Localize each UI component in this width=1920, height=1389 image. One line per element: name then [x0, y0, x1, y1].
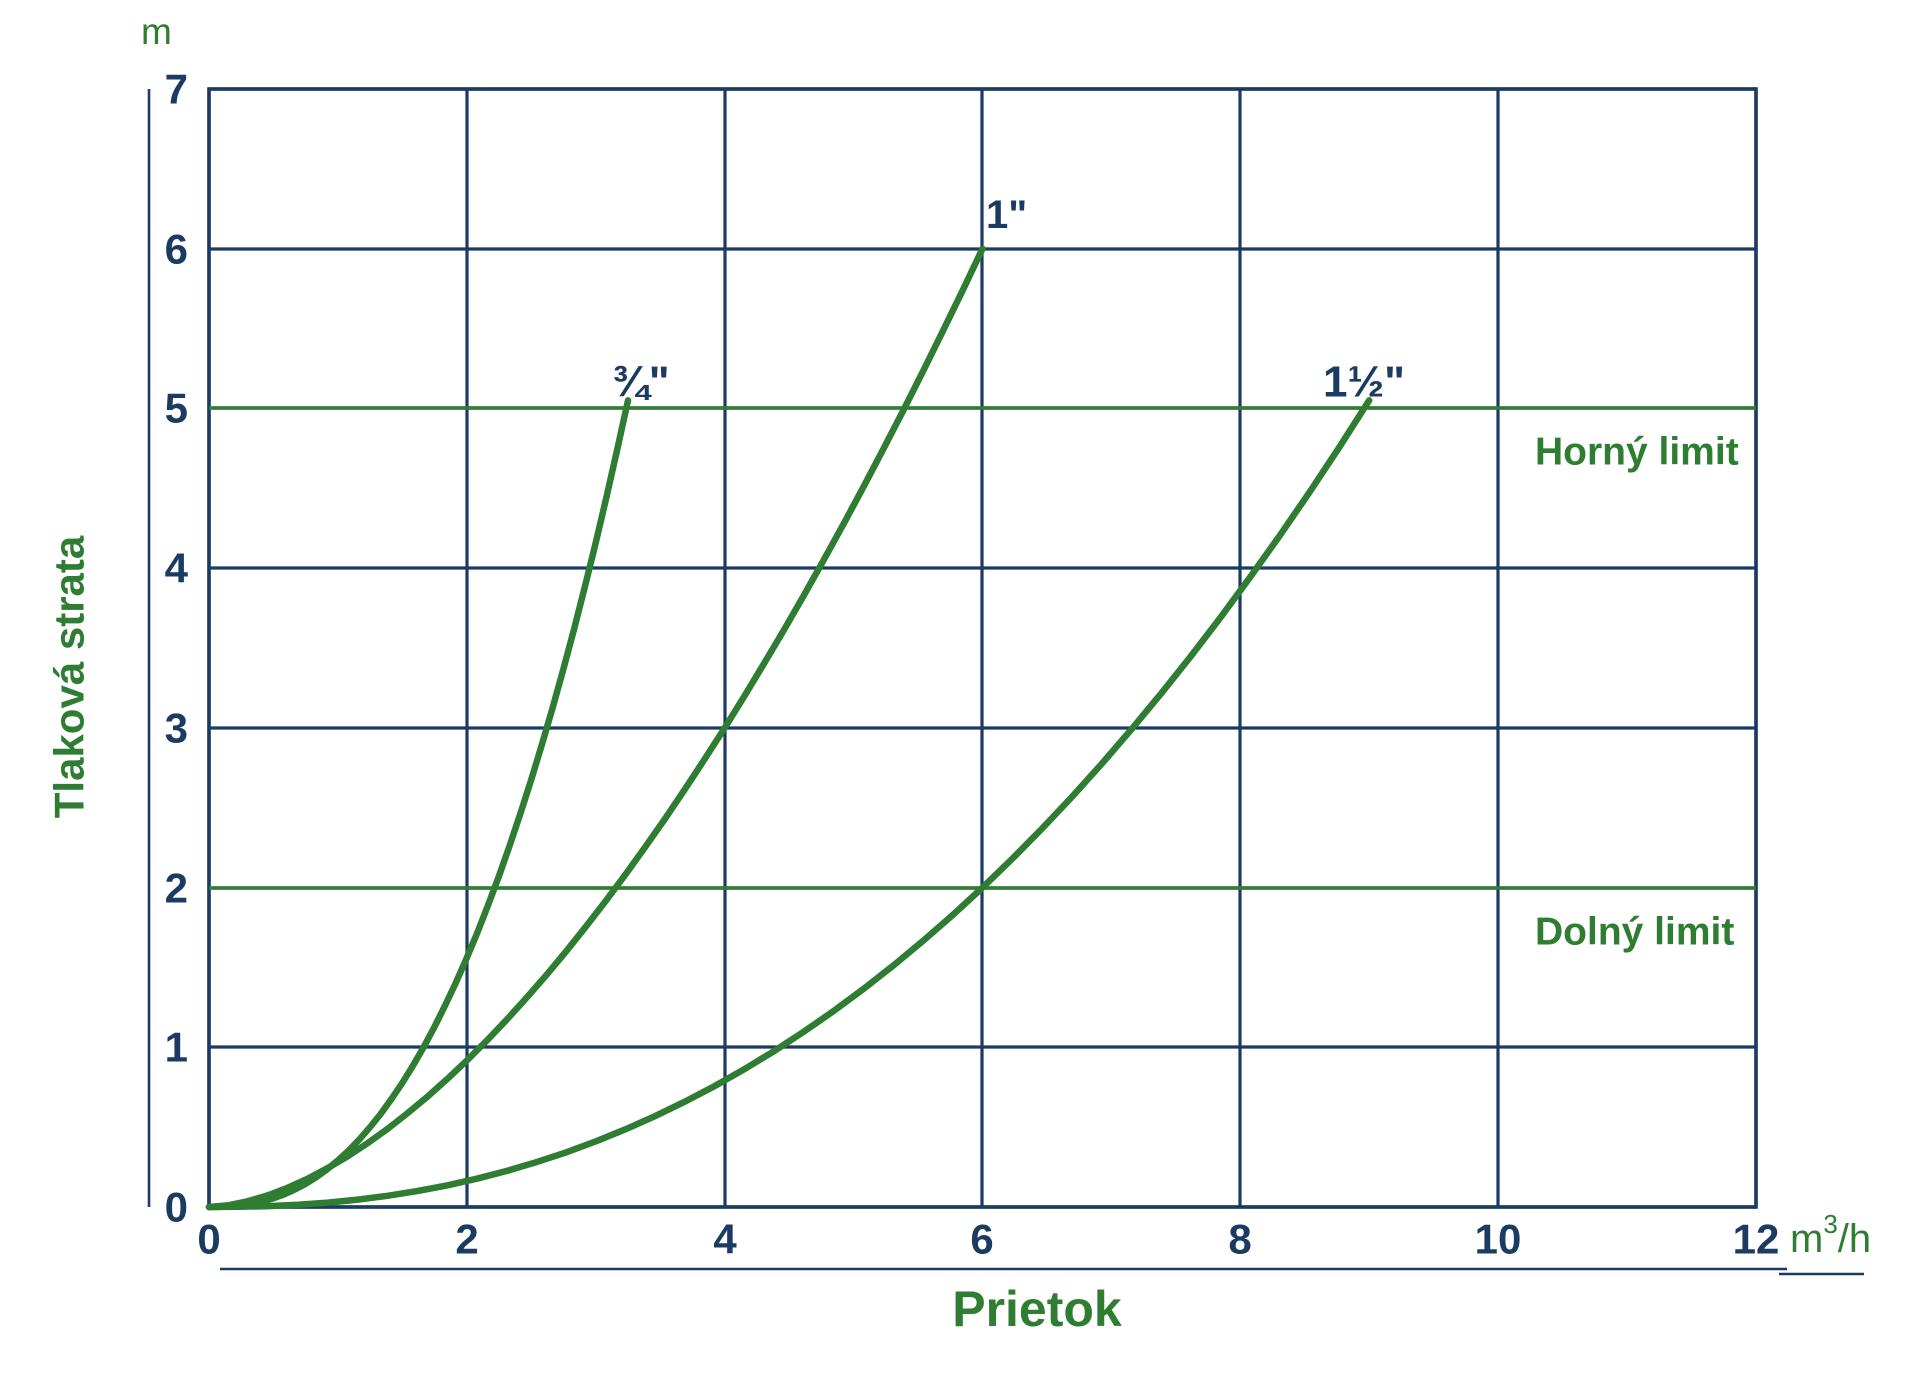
svg-text:1: 1	[165, 1024, 188, 1071]
svg-text:0: 0	[165, 1184, 188, 1231]
svg-text:8: 8	[1228, 1216, 1251, 1263]
svg-text:4: 4	[713, 1216, 737, 1263]
svg-text:Dolný limit: Dolný limit	[1535, 911, 1734, 954]
svg-text:12: 12	[1733, 1216, 1780, 1263]
svg-text:2: 2	[455, 1216, 478, 1263]
svg-text:2: 2	[165, 865, 188, 912]
svg-text:Prietok: Prietok	[952, 1281, 1122, 1337]
svg-text:4: 4	[165, 545, 189, 592]
svg-text:¾": ¾"	[612, 358, 670, 407]
svg-text:m: m	[141, 11, 172, 52]
svg-text:7: 7	[165, 66, 188, 113]
svg-text:1": 1"	[986, 193, 1027, 237]
svg-text:1½": 1½"	[1323, 358, 1405, 407]
svg-text:6: 6	[165, 226, 188, 273]
svg-text:Horný limit: Horný limit	[1535, 431, 1739, 474]
svg-text:0: 0	[197, 1216, 220, 1263]
svg-text:3: 3	[165, 705, 188, 752]
svg-text:5: 5	[165, 385, 188, 432]
svg-text:6: 6	[970, 1216, 993, 1263]
svg-text:Tlaková strata: Tlaková strata	[46, 535, 93, 818]
svg-text:10: 10	[1475, 1216, 1522, 1263]
